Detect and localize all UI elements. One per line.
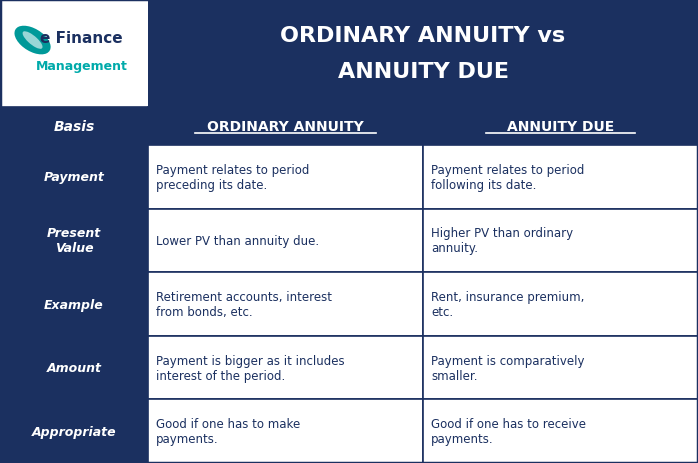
Text: Payment is comparatively
smaller.: Payment is comparatively smaller. — [431, 354, 584, 382]
Text: Management: Management — [36, 60, 127, 73]
Bar — [148, 108, 423, 146]
Text: e Finance: e Finance — [40, 31, 123, 46]
Bar — [0, 273, 148, 336]
Text: Retirement accounts, interest
from bonds, etc.: Retirement accounts, interest from bonds… — [156, 290, 332, 319]
Text: Good if one has to receive
payments.: Good if one has to receive payments. — [431, 417, 586, 445]
Text: Higher PV than ordinary
annuity.: Higher PV than ordinary annuity. — [431, 227, 573, 255]
Text: Example: Example — [44, 298, 104, 311]
Bar — [148, 146, 423, 209]
Bar — [148, 0, 698, 108]
Ellipse shape — [22, 32, 43, 50]
Bar — [0, 146, 148, 209]
Bar — [423, 108, 698, 146]
Bar — [423, 273, 698, 336]
Ellipse shape — [15, 27, 51, 55]
Text: ANNUITY DUE: ANNUITY DUE — [338, 62, 509, 82]
Text: Payment is bigger as it includes
interest of the period.: Payment is bigger as it includes interes… — [156, 354, 345, 382]
Text: Payment relates to period
following its date.: Payment relates to period following its … — [431, 163, 584, 191]
Bar — [0, 0, 148, 108]
Bar — [423, 146, 698, 209]
Text: ORDINARY ANNUITY: ORDINARY ANNUITY — [207, 120, 364, 134]
Text: Payment relates to period
preceding its date.: Payment relates to period preceding its … — [156, 163, 309, 191]
Bar — [148, 273, 423, 336]
Text: Appropriate: Appropriate — [31, 425, 117, 438]
Bar — [0, 209, 148, 273]
Bar — [423, 400, 698, 463]
Bar — [148, 336, 423, 400]
Bar — [148, 400, 423, 463]
Text: Amount: Amount — [47, 361, 101, 374]
Text: Lower PV than annuity due.: Lower PV than annuity due. — [156, 234, 319, 247]
Bar — [0, 400, 148, 463]
Text: Basis: Basis — [53, 120, 95, 134]
Text: Present
Value: Present Value — [47, 227, 101, 255]
Text: Rent, insurance premium,
etc.: Rent, insurance premium, etc. — [431, 290, 584, 319]
Bar — [0, 108, 148, 146]
Bar — [0, 336, 148, 400]
Text: Good if one has to make
payments.: Good if one has to make payments. — [156, 417, 300, 445]
Text: ANNUITY DUE: ANNUITY DUE — [507, 120, 614, 134]
Text: ORDINARY ANNUITY vs: ORDINARY ANNUITY vs — [281, 25, 565, 45]
Bar — [148, 209, 423, 273]
Bar — [423, 209, 698, 273]
Bar — [423, 336, 698, 400]
Text: Payment: Payment — [43, 171, 105, 184]
